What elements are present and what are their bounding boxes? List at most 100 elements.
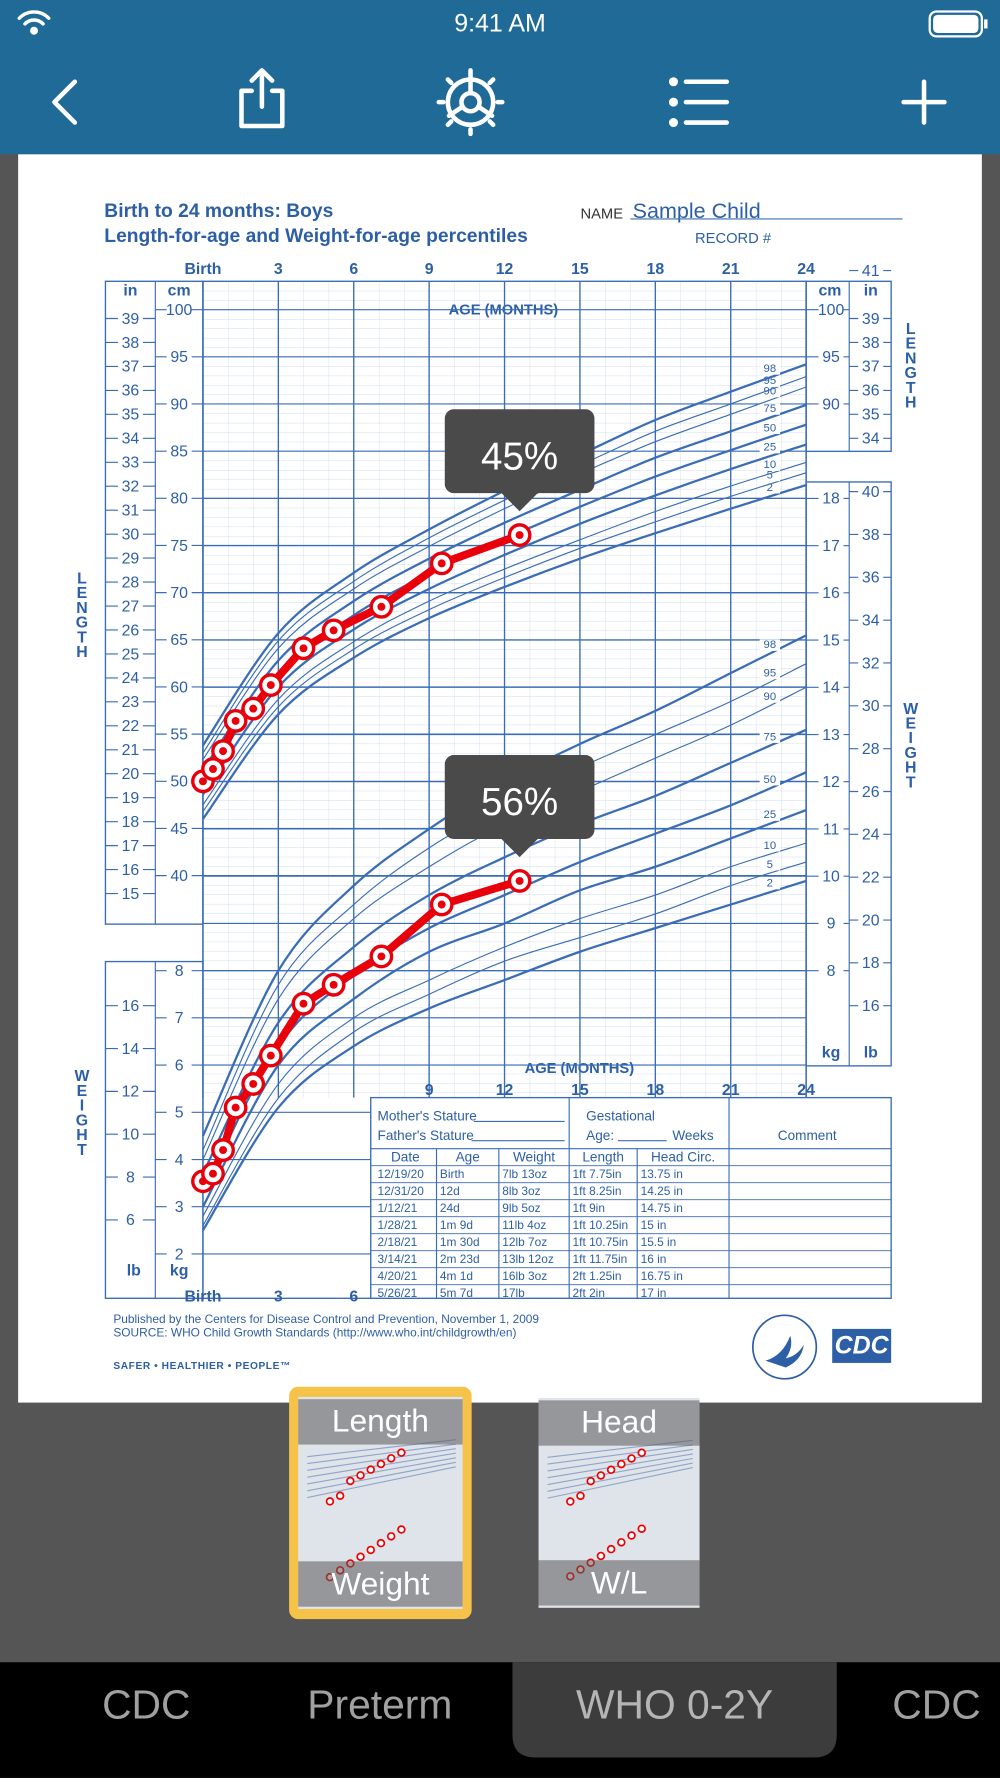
curve-label-bg — [759, 482, 781, 494]
table-cell: 14.25 in — [641, 1184, 683, 1198]
add-button[interactable] — [901, 79, 947, 125]
y-tick-label: 15 — [822, 632, 840, 649]
settings-button[interactable] — [436, 68, 505, 137]
y-tick-label: 55 — [170, 726, 188, 743]
tick-label-bg — [117, 741, 143, 758]
thumb-band — [538, 1560, 700, 1606]
curve-label: 10 — [764, 459, 777, 471]
y-tick-label: 28 — [122, 574, 140, 591]
y-tick-label: 32 — [122, 479, 140, 496]
y-tick-label: 19 — [122, 790, 140, 807]
thumb-line — [547, 1462, 693, 1492]
tick-label-bg — [166, 1057, 192, 1074]
thumb-label: Weight — [331, 1566, 429, 1602]
thumb-dot — [356, 1471, 365, 1480]
y-tick-label: 39 — [122, 311, 140, 328]
x-tick-label: 3 — [274, 1288, 283, 1305]
point-center — [249, 1079, 258, 1088]
axis-title: WEIGHT — [902, 701, 919, 789]
tooltip-text: 45% — [481, 435, 558, 478]
y-tick-label: 33 — [122, 455, 140, 472]
tick-label-bg — [117, 885, 143, 902]
y-tick-label: 17 — [822, 538, 840, 555]
y-tick-label: 20 — [862, 912, 880, 929]
tick-label-bg — [117, 717, 143, 734]
age-label: AGE (MONTHS) — [449, 303, 559, 319]
y-tick-label: 8 — [126, 1169, 135, 1186]
axis-title: LENGTH — [73, 570, 90, 658]
tick-label-bg — [117, 358, 143, 375]
share-button[interactable] — [239, 68, 285, 129]
table-cell: 2m 23d — [440, 1252, 480, 1266]
y-tick-label: 29 — [122, 550, 140, 567]
y-tick-label: 95 — [170, 349, 188, 366]
status-time: 9:41 AM — [454, 10, 545, 38]
table-label: Mother's Stature — [378, 1108, 477, 1123]
tick-label-bg — [117, 837, 143, 854]
y-tick-label: 30 — [122, 526, 140, 543]
point-center — [329, 980, 338, 989]
table-cell: 1m 9d — [440, 1218, 473, 1232]
hhs-seal — [751, 1314, 818, 1380]
y-tick-label: 75 — [170, 538, 188, 555]
tick-label-bg — [117, 526, 143, 543]
y-tick-label: 16 — [122, 862, 140, 879]
curve-label: 95 — [764, 668, 777, 680]
y-tick-label: 38 — [862, 335, 880, 352]
y-tick-label: 36 — [862, 570, 880, 587]
y-tick-label: 37 — [862, 359, 880, 376]
tick-label-bg — [166, 396, 192, 412]
curve-label-bg — [759, 363, 781, 375]
y-tick-label: 37 — [122, 359, 140, 376]
y-tick-label: 22 — [862, 869, 880, 886]
tab[interactable]: CDC — [102, 1681, 190, 1727]
y-tick-label: 21 — [122, 742, 140, 759]
y-tick-label: 65 — [170, 632, 188, 649]
point-center — [515, 876, 524, 885]
thumb-dot — [346, 1476, 355, 1486]
percentile-curve — [202, 403, 807, 771]
footer-text: SOURCE: WHO Child Growth Standards (http… — [113, 1326, 516, 1340]
thumb-dot — [617, 1459, 626, 1469]
table-cell: 3/14/21 — [378, 1252, 418, 1266]
tab[interactable]: WHO 0-2Y — [576, 1681, 773, 1727]
x-tick-label: 21 — [722, 261, 740, 278]
tick-label-bg — [818, 679, 844, 696]
curve-label-bg — [759, 422, 781, 435]
tick-label-bg — [117, 789, 143, 806]
y-tick-label: 6 — [126, 1212, 135, 1229]
x-tick-label: Birth — [184, 261, 221, 278]
back-button[interactable] — [52, 79, 78, 125]
y-tick-label: 10 — [822, 869, 840, 886]
tab[interactable]: CDC — [892, 1681, 980, 1727]
y-tick-label: 24 — [862, 827, 880, 844]
curve-label-bg — [759, 459, 781, 471]
tick-label-bg — [117, 454, 143, 471]
tick-label-bg — [117, 997, 143, 1014]
table-cell: 16.75 in — [641, 1269, 683, 1283]
point-center — [299, 999, 308, 1008]
thumb-line — [307, 1448, 456, 1471]
table-cell: 2ft 1.25in — [573, 1269, 622, 1283]
y-tick-label: 24 — [122, 670, 140, 687]
thumb-dot — [596, 1471, 606, 1480]
curve-label: 25 — [764, 442, 777, 454]
table-bg — [370, 1096, 892, 1299]
y-tick-label: 14 — [122, 1041, 140, 1058]
tick-label-bg — [818, 632, 844, 649]
y-tick-label: 38 — [862, 527, 880, 544]
thumb-dot — [606, 1465, 616, 1475]
tick-label-bg — [117, 334, 143, 351]
tick-label-bg — [166, 962, 192, 979]
curve-label-bg — [759, 469, 781, 482]
point-center — [219, 1146, 228, 1155]
list-button[interactable] — [668, 77, 730, 128]
tick-label-bg — [818, 348, 844, 365]
tab[interactable]: Preterm — [307, 1681, 452, 1727]
point-center — [377, 952, 386, 961]
y-tick-label: 41 — [862, 263, 880, 280]
y-tick-label: 9 — [827, 916, 836, 933]
y-tick-label: 38 — [122, 335, 140, 352]
table-cell: 16lb 3oz — [502, 1269, 547, 1283]
chart-title: Birth to 24 months: Boys — [104, 201, 333, 222]
